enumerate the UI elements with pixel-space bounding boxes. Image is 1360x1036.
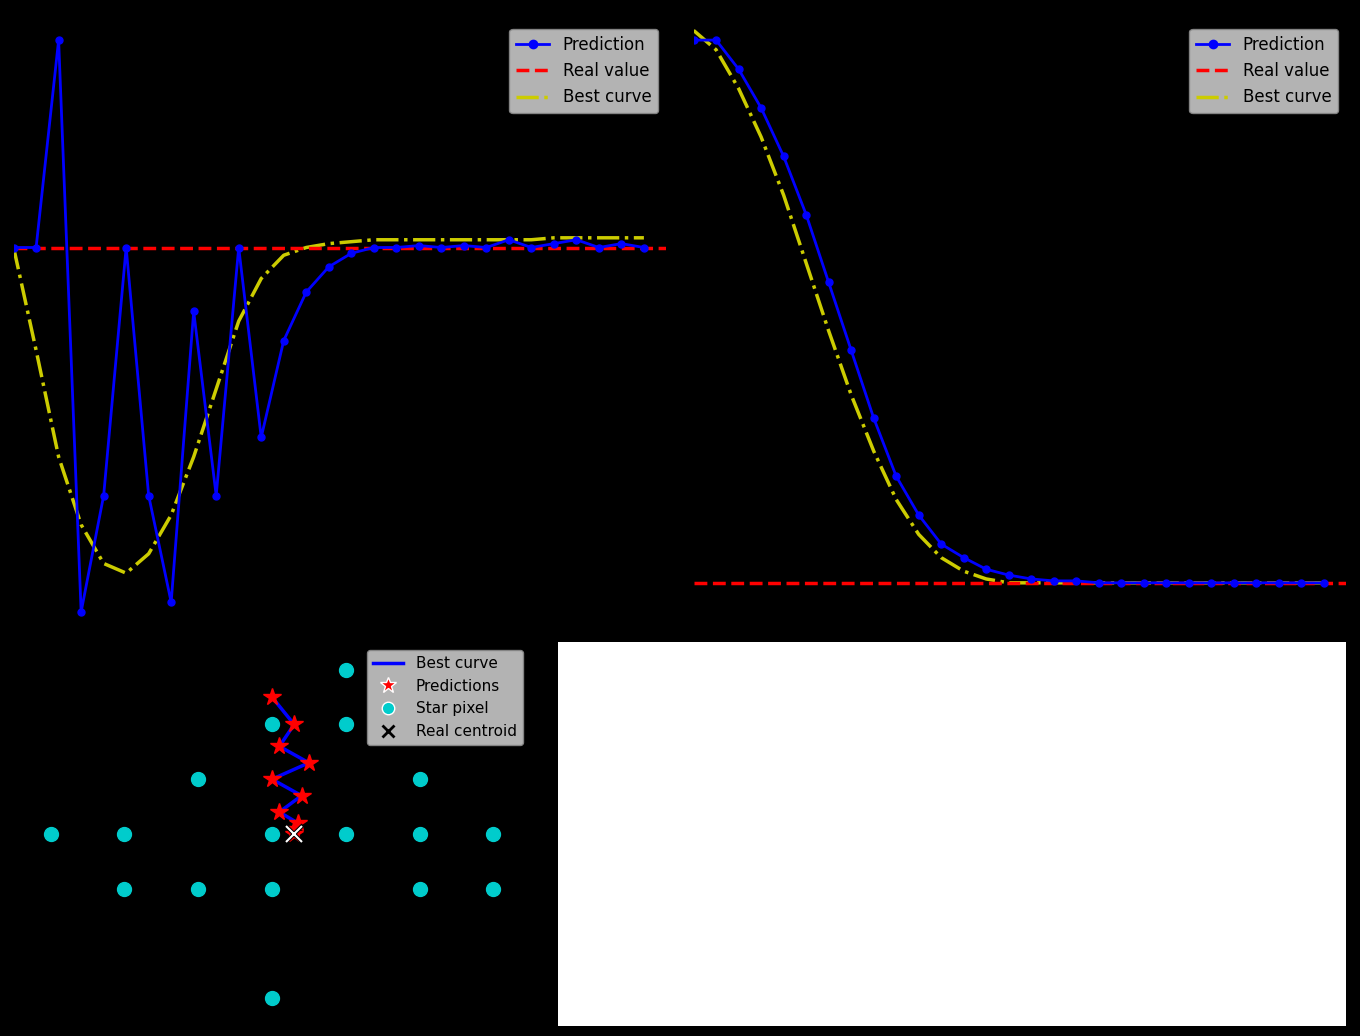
Legend: Best curve, Predictions, Star pixel, Real centroid: Best curve, Predictions, Star pixel, Rea… — [367, 650, 522, 745]
Legend: Prediction, Real value, Best curve: Prediction, Real value, Best curve — [509, 29, 658, 113]
Legend: Prediction, Real value, Best curve: Prediction, Real value, Best curve — [1189, 29, 1338, 113]
